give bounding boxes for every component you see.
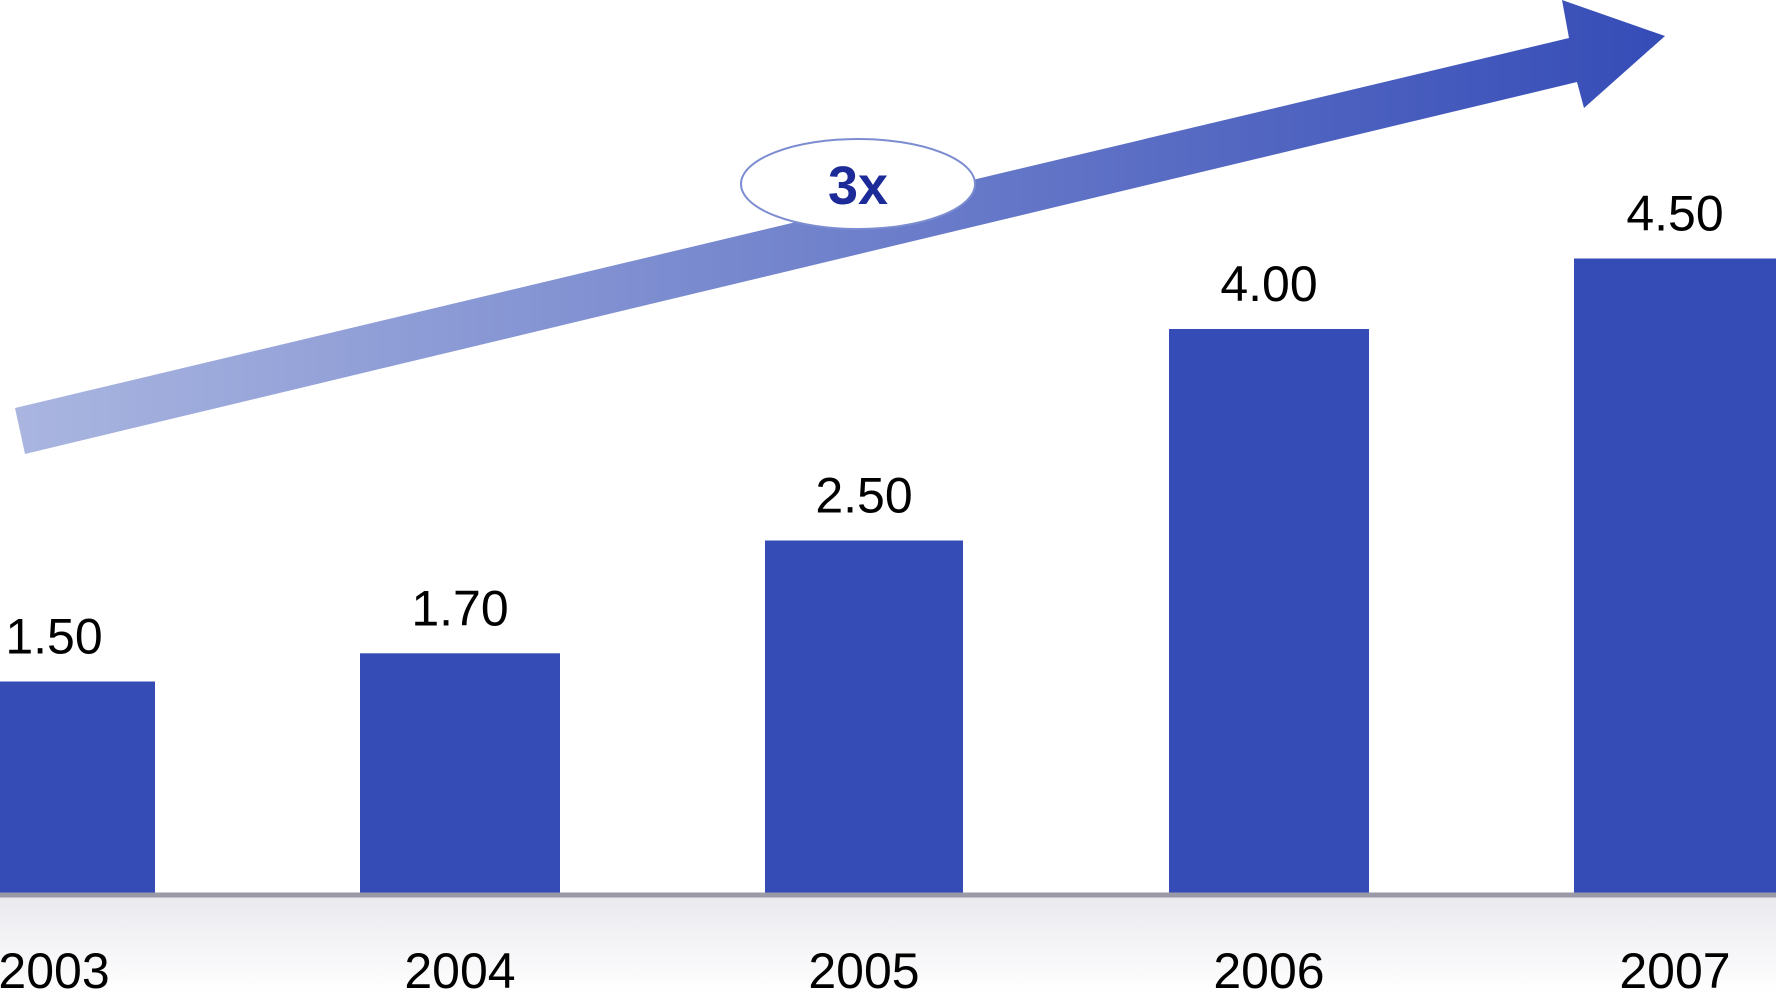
data-label-2007: 4.50 [1626, 186, 1723, 242]
growth-annotation: 3x [740, 138, 976, 230]
bar-2007 [1574, 258, 1776, 893]
data-label-2004: 1.70 [411, 580, 508, 636]
bar-2003 [0, 681, 155, 893]
x-tick-label-2007: 2007 [1619, 943, 1730, 994]
annotation-text: 3x [828, 156, 888, 216]
data-label-2005: 2.50 [815, 468, 912, 524]
floor-band [0, 893, 1776, 994]
data-label-2003: 1.50 [5, 609, 102, 665]
data-label-2006: 4.00 [1220, 256, 1317, 312]
bar-2006 [1169, 329, 1369, 893]
x-tick-label-2004: 2004 [404, 943, 515, 994]
annotation-ellipse [740, 138, 976, 230]
x-tick-label-2005: 2005 [808, 943, 919, 994]
x-tick-label-2006: 2006 [1213, 943, 1324, 994]
x-tick-label-2003: 2003 [0, 943, 110, 994]
bar-2004 [360, 653, 560, 893]
bar-2005 [765, 540, 963, 893]
